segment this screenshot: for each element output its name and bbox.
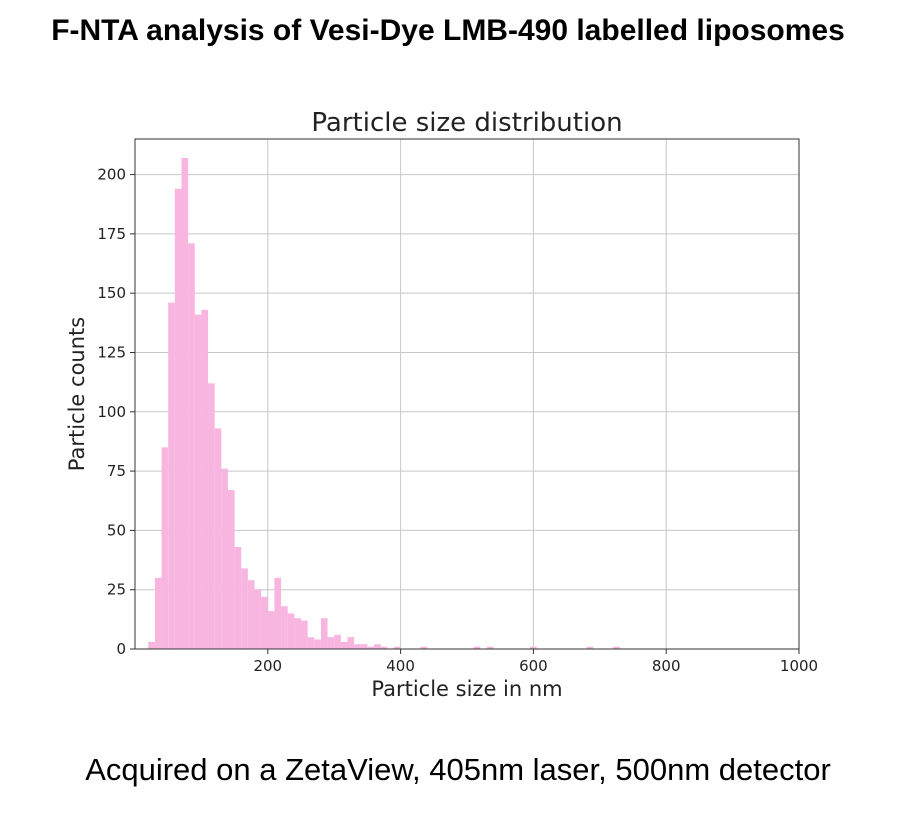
histogram-bar [347,637,355,649]
histogram-bar [360,644,368,649]
histogram-bar [294,618,301,649]
histogram-bar [340,641,348,649]
histogram-bar [374,644,381,649]
y-tick-label: 25 [107,581,126,599]
x-tick-label: 400 [386,657,415,675]
y-tick-label: 100 [97,403,126,421]
y-tick-label: 0 [116,640,126,658]
histogram-figure: 200 400 600 800 1000 0 25 50 75 100 125 150 175 200 … [0,90,916,714]
x-tick-label: 200 [253,657,282,675]
histogram-bar [320,618,328,649]
y-axis-ticks: 0 25 50 75 100 125 150 175 200 [97,166,135,658]
histogram-bar [247,580,255,649]
histogram-bar [530,646,537,649]
histogram-bar [420,646,428,649]
histogram-bar [380,646,388,649]
histogram-bar [274,577,282,649]
histogram-chart: 200 400 600 800 1000 0 25 50 75 100 125 150 175 200 … [65,108,818,701]
histogram-bar [307,637,315,649]
histogram-bar [327,637,335,649]
y-axis-label: Particle counts [65,317,89,471]
histogram-bar [201,309,209,649]
x-axis-ticks: 200 400 600 800 1000 [253,649,818,675]
histogram-bar [241,568,248,649]
histogram-bar [287,613,295,649]
histogram-bar [586,646,594,649]
histogram-bar [188,243,195,650]
histogram-bar [168,302,175,649]
x-tick-label: 800 [652,657,681,675]
histogram-bar [354,644,361,649]
y-tick-label: 50 [107,521,126,539]
histogram-bar [613,646,620,649]
histogram-bar [314,639,321,649]
y-tick-label: 175 [97,225,126,243]
histogram-bar [254,589,262,649]
histogram-bar [221,468,228,649]
x-tick-label: 600 [519,657,548,675]
histogram-bar [227,490,235,649]
histogram-bar [393,646,401,649]
histogram-bar [267,611,275,649]
plot-frame [134,138,800,650]
histogram-bar [261,596,268,649]
histogram-bar [367,646,375,649]
histogram-bar [161,447,169,649]
x-tick-label: 1000 [780,657,818,675]
page-heading: F-NTA analysis of Vesi-Dye LMB-490 label… [51,14,845,47]
x-axis-label: Particle size in nm [371,677,562,701]
histogram-bar [486,646,494,649]
histogram-bar [281,606,288,649]
histogram-bar [154,577,162,649]
histogram-bar [334,634,341,649]
histogram-bar [301,620,308,649]
histogram-bars [148,157,620,650]
chart-title: Particle size distribution [311,108,622,138]
histogram-bar [234,547,242,649]
histogram-bar [473,646,481,649]
histogram-bar [148,641,155,649]
y-tick-label: 125 [97,343,126,361]
histogram-bar [174,188,182,649]
histogram-bar [208,383,215,649]
y-tick-label: 150 [97,284,126,302]
y-tick-label: 75 [107,462,126,480]
histogram-bar [214,428,222,649]
y-tick-label: 200 [97,166,126,184]
histogram-bar [194,314,202,649]
caption: Acquired on a ZetaView, 405nm laser, 500… [85,752,831,787]
histogram-bar [181,157,189,649]
